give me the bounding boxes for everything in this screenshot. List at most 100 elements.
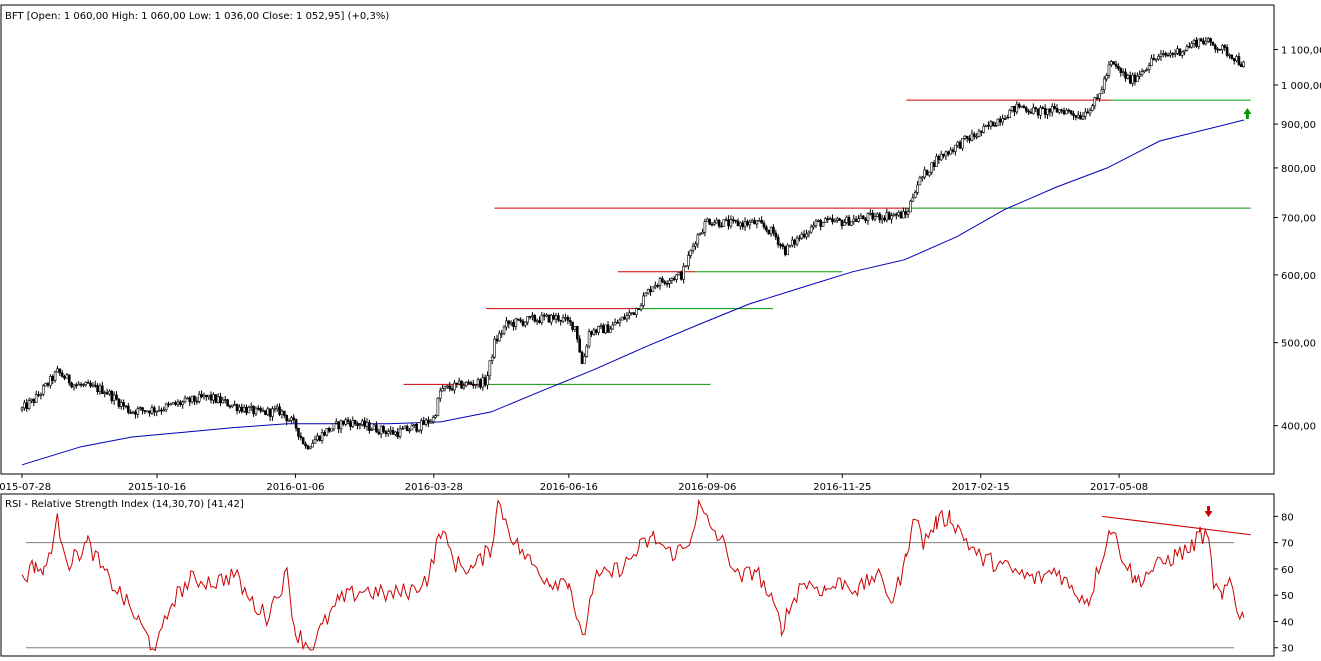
candle-body (334, 421, 338, 424)
candle-body (483, 377, 487, 386)
candle-body (904, 211, 908, 215)
candle-body (828, 218, 832, 220)
candle-body (1159, 53, 1163, 57)
candle-body (190, 395, 194, 403)
candle-body (682, 266, 685, 280)
candle-body (939, 153, 943, 161)
candle-body (446, 385, 449, 388)
candle-body (1188, 46, 1191, 48)
candle-body (1065, 109, 1068, 115)
candle-body (405, 425, 409, 431)
candle-body (134, 411, 137, 415)
candle-body (1020, 105, 1023, 108)
candle-body (649, 288, 652, 293)
candle-body (332, 423, 336, 430)
candle-body (60, 372, 64, 377)
candle-body (843, 222, 846, 226)
candle-body (155, 410, 158, 413)
candle-body (571, 321, 574, 330)
candle-body (231, 404, 234, 407)
candle-body (202, 394, 206, 398)
candle-body (644, 292, 648, 297)
candle-body (403, 425, 407, 430)
x-tick-label: 2016-03-28 (405, 482, 463, 493)
candle-body (630, 312, 633, 314)
candle-body (883, 217, 886, 221)
price-y-tick-label: 600,00 (1281, 271, 1316, 282)
candle-body (514, 318, 518, 327)
candle-body (1211, 41, 1215, 46)
candle-body (1157, 56, 1160, 60)
candle-body (1199, 38, 1203, 42)
candle-body (205, 394, 208, 398)
candle-body (306, 445, 310, 450)
candle-body (316, 435, 319, 441)
candle-body (1128, 75, 1132, 84)
price-y-tick-label: 1 000,00 (1281, 81, 1321, 92)
candle-body (606, 324, 610, 333)
candle-body (290, 417, 293, 421)
candle-body (75, 384, 78, 387)
candle-body (1121, 71, 1125, 74)
candle-body (115, 394, 118, 400)
candle-body (448, 385, 452, 390)
candle-body (970, 133, 974, 141)
price-plot-area (20, 36, 1252, 466)
candle-body (282, 410, 286, 416)
candle-body (174, 402, 177, 405)
candle-body (1067, 109, 1071, 112)
candle-body (342, 420, 345, 425)
candle-body (157, 409, 161, 412)
candle-body (535, 320, 539, 322)
candle-body (1088, 110, 1092, 114)
candle-body (474, 384, 477, 386)
candle-body (578, 338, 581, 353)
candle-body (127, 405, 130, 413)
candle-body (1183, 50, 1186, 53)
candle-body (412, 423, 416, 426)
x-tick-label: 2017-02-15 (952, 482, 1010, 493)
rsi-y-tick-label: 80 (1281, 512, 1294, 523)
candle-body (502, 326, 506, 334)
candle-body (757, 220, 761, 222)
candle-body (1230, 54, 1234, 59)
candle-body (325, 427, 329, 436)
candle-body (1060, 109, 1064, 112)
candle-body (394, 431, 397, 435)
candle-body (382, 425, 385, 432)
candle-body (1048, 108, 1052, 113)
candle-body (668, 280, 671, 284)
candle-body (349, 421, 352, 427)
candle-body (77, 383, 81, 386)
candle-body (505, 320, 508, 328)
date-x-axis: 2015-07-28 2015-10-16 2016-01-06 2016-03-28… (0, 474, 1148, 493)
candle-body (509, 322, 513, 325)
candle-body (798, 237, 801, 240)
candle-body (70, 382, 73, 388)
candle-body (526, 316, 529, 323)
candle-body (1010, 105, 1014, 111)
candle-body (1110, 61, 1113, 66)
candle-body (1079, 115, 1082, 120)
candle-body (609, 328, 612, 333)
candle-body (375, 424, 378, 433)
candle-body (360, 420, 364, 426)
candle-body (138, 407, 142, 409)
candle-body (346, 419, 350, 423)
candle-body (805, 233, 808, 238)
candle-body (873, 216, 877, 220)
candle-body (592, 329, 596, 335)
candle-body (885, 212, 889, 221)
candle-body (131, 411, 135, 414)
candle-body (677, 272, 681, 276)
candle-body (150, 407, 154, 414)
candle-body (835, 218, 839, 221)
candle-body (1022, 105, 1026, 109)
candle-body (791, 239, 794, 246)
candle-body (389, 429, 392, 433)
candle-body (987, 125, 990, 127)
candle-body (826, 218, 830, 220)
candle-body (457, 380, 461, 385)
candle-body (493, 338, 496, 358)
candle-body (899, 211, 903, 219)
